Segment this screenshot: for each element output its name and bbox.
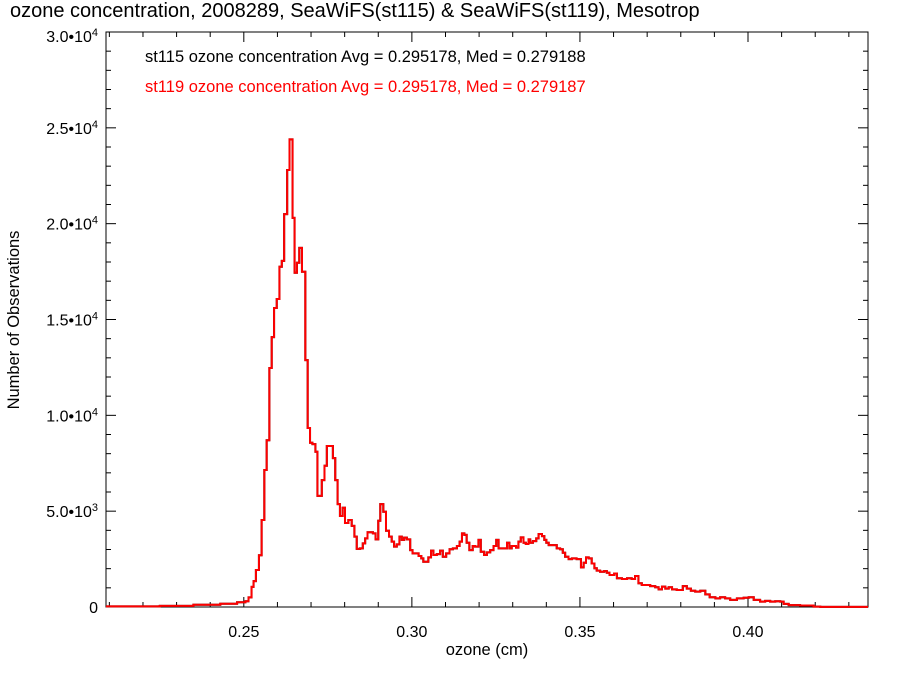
axis-ticks: [106, 31, 868, 608]
series-line-st119: [106, 138, 868, 608]
x-tick-labels: 0.25 0.30 0.35 0.40: [228, 624, 763, 641]
y-tick-label: 2.5•104: [46, 119, 98, 138]
plot-frame: [105, 31, 869, 608]
series-group: [106, 138, 868, 608]
x-tick-label: 0.40: [732, 624, 763, 641]
y-tick-label: 1.5•104: [46, 311, 98, 330]
y-tick-label: 0: [89, 600, 98, 617]
x-axis-label: ozone (cm): [446, 641, 529, 659]
legend-st115: st115 ozone concentration Avg = 0.295178…: [145, 48, 586, 66]
x-tick-label: 0.35: [564, 624, 595, 641]
y-tick-label: 3.0•104: [46, 27, 98, 46]
y-axis-label: Number of Observations: [5, 231, 23, 410]
x-tick-label: 0.25: [228, 624, 259, 641]
series-line-st115: [106, 138, 868, 608]
legend-st119: st119 ozone concentration Avg = 0.295178…: [145, 78, 586, 96]
x-tick-label: 0.30: [396, 624, 427, 641]
y-tick-label: 1.0•104: [46, 406, 98, 425]
y-tick-label: 2.0•104: [46, 215, 98, 234]
chart-title: ozone concentration, 2008289, SeaWiFS(st…: [10, 0, 700, 22]
y-tick-labels: 0 5.0•103 1.0•104 1.5•104 2.0•104 2.5•104 3.0•…: [46, 27, 98, 617]
y-tick-label: 5.0•103: [46, 502, 98, 521]
